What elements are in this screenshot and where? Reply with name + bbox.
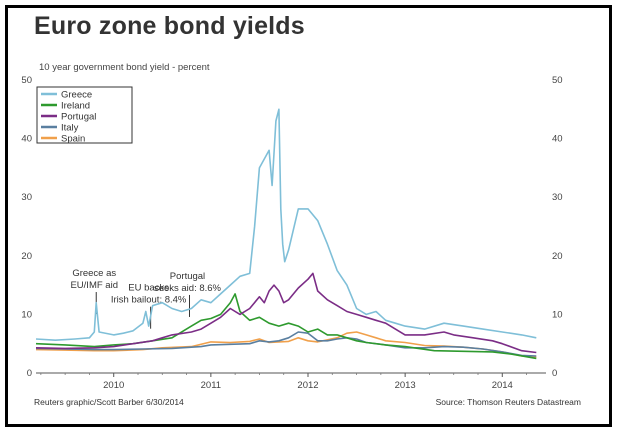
- y-tick-label-right: 20: [552, 251, 563, 262]
- legend-label: Spain: [61, 134, 85, 145]
- y-tick-label-left: 20: [21, 251, 32, 262]
- annotation-label: Irish bailout: 8.4%: [111, 295, 187, 306]
- y-tick-label-right: 50: [552, 75, 563, 86]
- x-tick-label: 2010: [103, 380, 124, 391]
- legend-label: Portugal: [61, 112, 96, 123]
- x-tick-label: 2012: [297, 380, 318, 391]
- y-tick-label-left: 10: [21, 309, 32, 320]
- credit-text: Reuters graphic/Scott Barber 6/30/2014: [34, 397, 184, 407]
- source-text: Source: Thomson Reuters Datastream: [435, 397, 581, 407]
- series-line-greece: [35, 108, 537, 341]
- y-tick-label-left: 50: [21, 75, 32, 86]
- annotation-label: EU backs: [128, 283, 169, 294]
- legend-label: Greece: [61, 90, 92, 101]
- legend-label: Ireland: [61, 101, 90, 112]
- x-tick-label: 2014: [492, 380, 513, 391]
- y-tick-label-left: 40: [21, 134, 32, 145]
- annotation-label: seeks aid: 8.6%: [154, 283, 222, 294]
- y-tick-label-left: 30: [21, 192, 32, 203]
- chart-title: Euro zone bond yields: [34, 12, 305, 40]
- series-line-ireland: [35, 293, 537, 360]
- series-line-italy: [35, 331, 537, 357]
- y-tick-label-right: 0: [552, 368, 557, 379]
- y-tick-label-right: 30: [552, 192, 563, 203]
- chart-frame: [5, 5, 612, 427]
- chart-subtitle: 10 year government bond yield - percent: [39, 62, 210, 73]
- legend-label: Italy: [61, 123, 79, 134]
- y-tick-label-right: 10: [552, 309, 563, 320]
- x-tick-label: 2011: [201, 380, 221, 391]
- annotation-label: Greece as: [72, 268, 116, 279]
- y-tick-label-right: 40: [552, 134, 563, 145]
- y-tick-label-left: 0: [27, 368, 32, 379]
- annotation-label: EU/IMF aid: [70, 280, 118, 291]
- series-line-portugal: [35, 272, 537, 354]
- x-tick-label: 2013: [395, 380, 416, 391]
- annotation-label: Portugal: [170, 271, 205, 282]
